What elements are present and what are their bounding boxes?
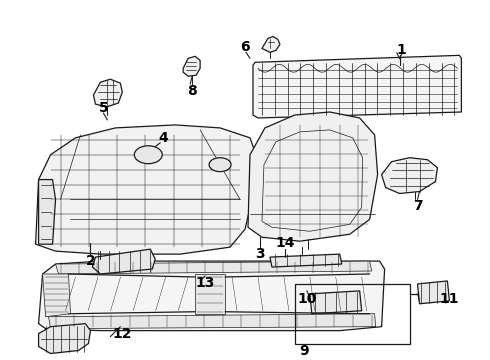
Polygon shape (195, 274, 225, 314)
Polygon shape (382, 158, 438, 193)
Polygon shape (39, 180, 55, 244)
Text: 2: 2 (86, 254, 96, 268)
Text: 9: 9 (299, 343, 309, 357)
Text: 4: 4 (158, 131, 168, 145)
Text: 6: 6 (240, 40, 250, 54)
Polygon shape (49, 314, 376, 329)
Polygon shape (270, 254, 342, 267)
Ellipse shape (209, 158, 231, 172)
Polygon shape (248, 112, 378, 241)
Polygon shape (183, 57, 200, 76)
Polygon shape (55, 261, 371, 274)
Text: 11: 11 (440, 292, 459, 306)
Bar (295, 284, 410, 343)
Text: 5: 5 (98, 101, 108, 115)
Polygon shape (253, 55, 462, 118)
Text: 7: 7 (413, 199, 422, 213)
Polygon shape (93, 249, 155, 274)
Polygon shape (39, 261, 385, 330)
Polygon shape (43, 274, 71, 317)
Text: 3: 3 (255, 247, 265, 261)
Polygon shape (417, 281, 449, 304)
Text: 10: 10 (297, 292, 317, 306)
Text: 8: 8 (187, 84, 197, 98)
Text: 14: 14 (275, 236, 294, 250)
Polygon shape (94, 79, 122, 107)
Text: 13: 13 (196, 276, 215, 290)
Polygon shape (310, 291, 362, 314)
Text: 12: 12 (113, 327, 132, 341)
Polygon shape (39, 324, 91, 354)
Text: 1: 1 (397, 44, 406, 57)
Polygon shape (36, 125, 255, 254)
Polygon shape (262, 36, 280, 52)
Ellipse shape (134, 146, 162, 164)
